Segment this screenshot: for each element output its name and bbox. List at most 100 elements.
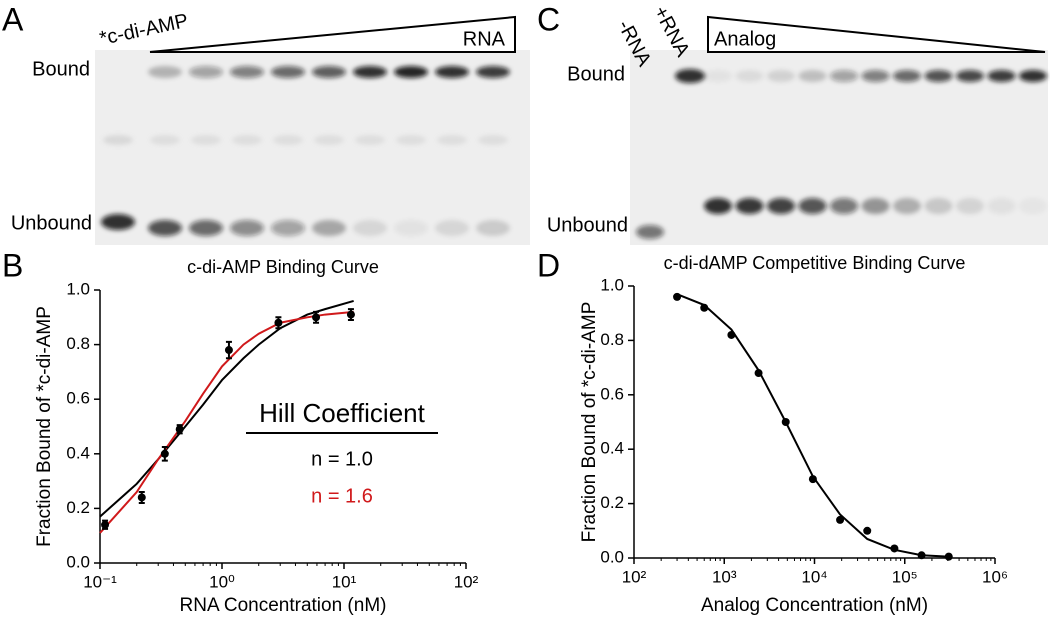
band <box>675 69 705 83</box>
x-axis-label: RNA Concentration (nM) <box>180 595 387 616</box>
band <box>312 66 346 78</box>
band <box>704 70 732 82</box>
y-tick-label: 0.0 <box>66 552 90 571</box>
band <box>1019 198 1047 214</box>
band <box>189 220 223 236</box>
x-tick-label: 10⁴ <box>801 567 827 586</box>
gradient-label: RNA <box>463 28 506 50</box>
band <box>101 214 135 230</box>
band <box>478 135 508 145</box>
band <box>103 135 133 145</box>
panel-letter: C <box>537 1 560 37</box>
data-point <box>346 310 355 319</box>
band <box>353 220 387 236</box>
y-tick-label: 0.2 <box>600 493 624 512</box>
chart-title: c-di-AMP Binding Curve <box>187 257 379 277</box>
gradient-label: Analog <box>714 28 776 50</box>
band <box>189 66 223 78</box>
gradient-triangle <box>149 15 516 53</box>
band <box>435 66 469 78</box>
band <box>861 70 890 82</box>
chart: c-di-AMP Binding Curve RNA Concentration … <box>34 257 479 616</box>
band <box>956 70 984 82</box>
band <box>148 66 182 78</box>
band <box>394 220 428 236</box>
band <box>150 135 180 145</box>
gradient-triangle <box>707 15 1046 53</box>
bound-label: Bound <box>567 63 625 85</box>
band <box>830 198 858 214</box>
data-point <box>890 544 899 553</box>
data-point <box>863 526 872 535</box>
y-tick-label: 0.2 <box>66 498 90 517</box>
band <box>735 198 764 214</box>
x-tick-label: 10² <box>622 567 647 586</box>
band <box>230 66 264 78</box>
gel-bands <box>101 66 510 236</box>
y-tick-label: 0.6 <box>66 389 90 408</box>
y-axis-label: Fraction Bound of *c-di-AMP <box>579 302 600 543</box>
legend-entry: n = 1.0 <box>311 448 373 470</box>
x-tick-label: 10⁵ <box>892 567 918 586</box>
gel-bands <box>636 69 1047 239</box>
y-tick-label: 0.8 <box>66 334 90 353</box>
band <box>476 220 510 236</box>
band <box>636 225 664 239</box>
band <box>230 220 264 236</box>
band <box>830 70 858 82</box>
data-point <box>274 318 283 327</box>
data-point <box>836 515 845 524</box>
band <box>704 198 732 214</box>
band <box>735 70 764 82</box>
lane-label: *c-di-AMP <box>98 10 191 50</box>
data-point <box>673 292 682 301</box>
y-tick-label: 0.8 <box>600 330 624 349</box>
band <box>353 66 387 78</box>
panel-letter: A <box>2 1 24 37</box>
band <box>232 135 262 145</box>
data-point <box>754 369 763 378</box>
charts: c-di-AMP Binding Curve RNA Concentration … <box>34 253 1008 616</box>
data-point <box>944 552 953 561</box>
band <box>191 135 221 145</box>
band <box>987 198 1016 214</box>
band <box>396 135 426 145</box>
band <box>355 135 385 145</box>
y-tick-label: 0.0 <box>600 547 624 566</box>
x-tick-label: 10¹ <box>332 572 357 591</box>
unbound-label: Unbound <box>11 212 92 234</box>
band <box>437 135 467 145</box>
data-point <box>101 520 110 529</box>
band <box>893 70 921 82</box>
band <box>1019 70 1047 82</box>
panel-letter: D <box>537 247 560 283</box>
gel-c <box>630 15 1048 245</box>
bound-label: Bound <box>32 58 90 80</box>
band <box>767 70 795 82</box>
data-point <box>160 449 169 458</box>
data-point <box>727 330 736 339</box>
unbound-label: Unbound <box>547 214 628 236</box>
legend-entry: n = 1.6 <box>311 485 373 507</box>
band <box>987 70 1016 82</box>
band <box>312 220 346 236</box>
data-point <box>175 425 184 434</box>
panel-letter: B <box>2 247 23 283</box>
band <box>861 198 890 214</box>
band <box>273 135 303 145</box>
band <box>314 135 344 145</box>
band <box>767 198 795 214</box>
data-point <box>781 418 790 426</box>
y-axis-label: Fraction Bound of *c-di-AMP <box>34 306 55 547</box>
y-tick-label: 0.6 <box>600 384 624 403</box>
chart-title: c-di-dAMP Competitive Binding Curve <box>664 253 966 273</box>
band <box>893 198 921 214</box>
band <box>924 70 953 82</box>
y-tick-label: 0.4 <box>600 439 624 458</box>
fit-line <box>676 293 948 558</box>
band <box>271 66 305 78</box>
y-tick-label: 1.0 <box>66 279 90 298</box>
band <box>956 198 984 214</box>
band <box>394 66 428 78</box>
